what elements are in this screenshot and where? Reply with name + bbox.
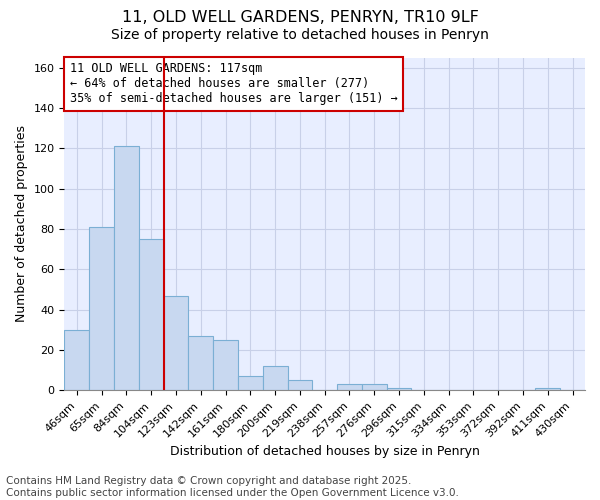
Text: 11, OLD WELL GARDENS, PENRYN, TR10 9LF: 11, OLD WELL GARDENS, PENRYN, TR10 9LF: [122, 10, 478, 25]
Text: Contains HM Land Registry data © Crown copyright and database right 2025.
Contai: Contains HM Land Registry data © Crown c…: [6, 476, 459, 498]
Y-axis label: Number of detached properties: Number of detached properties: [15, 126, 28, 322]
X-axis label: Distribution of detached houses by size in Penryn: Distribution of detached houses by size …: [170, 444, 479, 458]
Bar: [287, 380, 313, 390]
Bar: [164, 296, 188, 390]
Bar: [114, 146, 139, 390]
Bar: [64, 330, 89, 390]
Bar: [337, 384, 362, 390]
Bar: [238, 376, 263, 390]
Bar: [188, 336, 213, 390]
Bar: [386, 388, 412, 390]
Bar: [139, 239, 164, 390]
Bar: [213, 340, 238, 390]
Bar: [263, 366, 287, 390]
Bar: [89, 227, 114, 390]
Bar: [535, 388, 560, 390]
Bar: [362, 384, 386, 390]
Text: 11 OLD WELL GARDENS: 117sqm
← 64% of detached houses are smaller (277)
35% of se: 11 OLD WELL GARDENS: 117sqm ← 64% of det…: [70, 62, 397, 106]
Text: Size of property relative to detached houses in Penryn: Size of property relative to detached ho…: [111, 28, 489, 42]
